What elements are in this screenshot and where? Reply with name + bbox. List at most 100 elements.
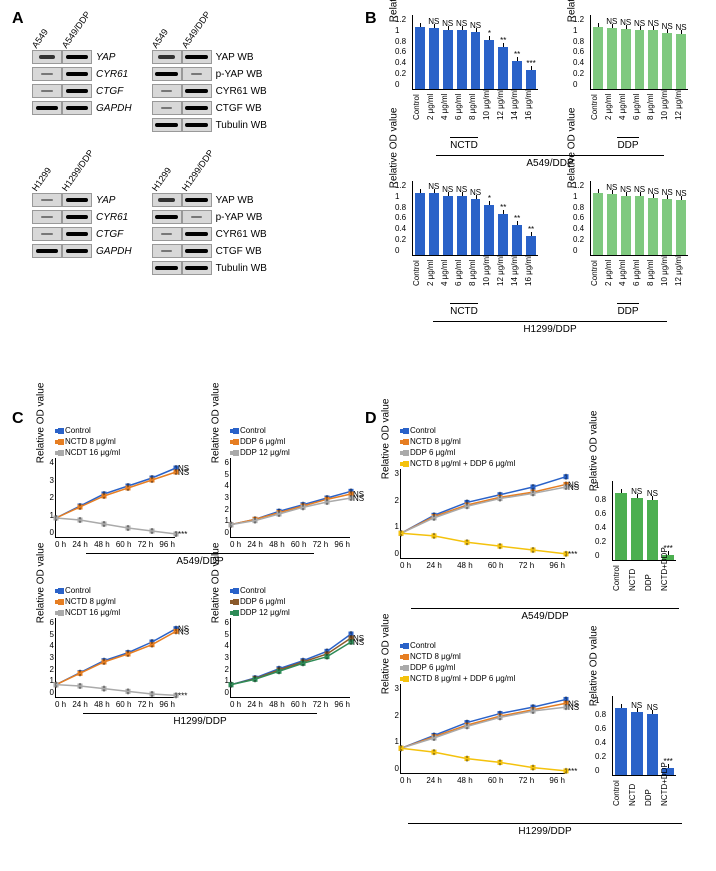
y-tick: 2 <box>44 665 54 674</box>
x-tick-label: 72 h <box>519 561 535 570</box>
x-tick-label: 48 h <box>94 700 110 709</box>
bar: ** <box>512 61 522 89</box>
panel-label-c: C <box>12 410 24 428</box>
significance-label: ** <box>500 36 506 45</box>
y-tick: 3 <box>44 653 54 662</box>
y-tick: 2 <box>389 711 399 720</box>
y-axis-label: Relative OD value <box>589 625 600 706</box>
significance-label: NS <box>470 21 481 30</box>
legend-item: DDP 6 μg/ml <box>230 596 350 607</box>
bar-chart: Relative OD value00.20.40.60.811.2NSNSNS… <box>412 181 538 265</box>
x-tick-label: 4 μg/ml <box>618 272 627 286</box>
gel-band <box>182 118 212 132</box>
bar: ** <box>526 236 536 255</box>
legend-item: DDP 6 μg/ml <box>400 662 565 673</box>
y-axis-label: Relative OD value <box>36 383 47 464</box>
gel-band <box>152 118 182 132</box>
y-tick: 4 <box>44 458 54 467</box>
y-tick: 4 <box>219 641 229 650</box>
x-tick-label: 2 μg/ml <box>426 272 435 286</box>
bar: NS <box>429 28 439 89</box>
legend-item: NCTD 8 μg/ml <box>400 436 565 447</box>
svg-text:NS: NS <box>178 627 189 636</box>
y-tick: 0.6 <box>573 47 584 56</box>
gel-row-label: CYR61 <box>96 69 128 80</box>
legend-item: DDP 6 μg/ml <box>230 436 350 447</box>
y-tick: 0 <box>573 80 584 89</box>
x-tick-label: 12 μg/ml <box>496 106 505 120</box>
x-tick-label: Control <box>612 575 621 591</box>
y-tick: 0.2 <box>595 752 606 761</box>
panel-label-b: B <box>365 10 377 28</box>
gel-row: CTGF WB <box>152 244 267 258</box>
svg-text:NS: NS <box>568 703 579 712</box>
significance-label: NS <box>662 22 673 31</box>
y-tick: 0.8 <box>573 203 584 212</box>
gel-band <box>32 244 62 258</box>
gel-band <box>182 67 212 81</box>
svg-text:***: *** <box>568 550 577 559</box>
bar <box>593 193 603 256</box>
panel-b: Relative OD value00.20.40.60.811.2NSNSNS… <box>390 15 710 347</box>
lane-label: A549/DDP <box>179 9 212 50</box>
y-tick: 0 <box>219 688 229 697</box>
y-tick: 4 <box>44 641 54 650</box>
y-tick: 0.8 <box>395 37 406 46</box>
y-tick: 3 <box>389 469 399 478</box>
x-tick-label: 96 h <box>334 700 350 709</box>
gel-band <box>152 227 182 241</box>
panel-a: A549A549/DDPYAPCYR61CTGFGAPDHA549A549/DD… <box>32 20 362 306</box>
line-chart: ControlNCTD 8 μg/mlNCDT 16 μg/mlRelative… <box>55 585 175 709</box>
bar: NS <box>457 196 467 255</box>
y-tick: 0 <box>389 764 399 773</box>
line-chart-svg: NSNS*** <box>401 684 566 774</box>
x-tick-label: 0 h <box>400 561 411 570</box>
significance-label: * <box>488 29 491 38</box>
y-tick: 0.8 <box>595 710 606 719</box>
bar <box>615 493 627 560</box>
x-tick-label: 48 h <box>457 776 473 785</box>
x-tick-label: 24 h <box>426 776 442 785</box>
x-tick-label: 96 h <box>549 776 565 785</box>
significance-label: NS <box>662 188 673 197</box>
gel-band <box>152 210 182 224</box>
y-tick: 0.4 <box>395 58 406 67</box>
x-tick-label: Control <box>412 272 421 286</box>
significance-label: NS <box>648 187 659 196</box>
treatment-label: NCTD <box>450 303 478 317</box>
bar: *** <box>526 70 536 89</box>
gel-row-label: Tubulin WB <box>216 120 267 131</box>
cell-line-label: H1299/DDP <box>408 823 681 837</box>
bar-chart: Relative OD value00.20.40.60.81NSNS***Co… <box>612 696 676 785</box>
legend-item: NCTD 8 μg/ml + DDP 6 μg/ml <box>400 673 565 684</box>
lane-label: A549 <box>149 27 169 50</box>
x-tick-label: Control <box>412 106 421 120</box>
y-tick: 1 <box>595 481 606 490</box>
y-tick: 6 <box>44 618 54 627</box>
gel-band <box>182 50 212 64</box>
bar: NS <box>676 34 686 89</box>
bar: NS <box>648 198 658 256</box>
bar: * <box>484 40 494 89</box>
cell-line-label: A549/DDP <box>86 553 313 567</box>
x-tick-label: 48 h <box>269 700 285 709</box>
x-tick-label: 24 h <box>247 540 263 549</box>
significance-label: NS <box>620 18 631 27</box>
y-tick: 0 <box>44 528 54 537</box>
gel-band <box>152 84 182 98</box>
line-chart-svg: NSNS <box>231 458 351 538</box>
gel-band <box>32 101 62 115</box>
gel-band <box>62 227 92 241</box>
gel-row-label: YAP WB <box>216 195 254 206</box>
y-tick: 0 <box>395 246 406 255</box>
line-chart: ControlNCTD 8 μg/mlNCDT 16 μg/mlRelative… <box>55 425 175 549</box>
x-tick-label: 24 h <box>72 540 88 549</box>
gel-row: p-YAP WB <box>152 210 267 224</box>
y-tick: 0 <box>44 688 54 697</box>
x-tick-label: NCTD+DDP <box>660 790 669 806</box>
significance-label: NS <box>442 19 453 28</box>
x-tick-label: 72 h <box>519 776 535 785</box>
y-tick: 1 <box>395 26 406 35</box>
x-tick-label: 96 h <box>159 700 175 709</box>
x-tick-label: 60 h <box>116 700 132 709</box>
